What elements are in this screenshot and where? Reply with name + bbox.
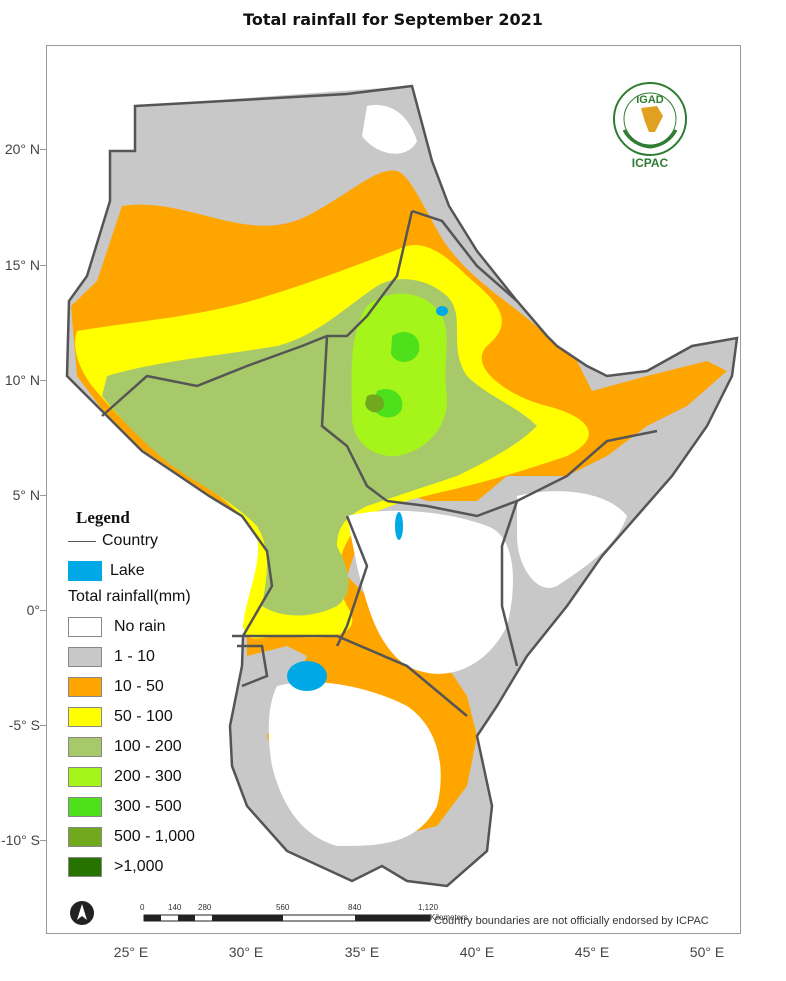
lat-label-20n: 20° N (4, 141, 40, 157)
scale-unit: Kilometers (430, 913, 468, 922)
lon-label-35e: 35° E (344, 944, 380, 960)
legend-class-row: 50 - 100 (68, 706, 173, 728)
lat-tick (40, 840, 46, 841)
legend-class-row: 500 - 1,000 (68, 826, 195, 848)
logo-icpac-text: ICPAC (631, 156, 669, 170)
legend-country-label: Country (102, 532, 159, 549)
legend-class-row: 300 - 500 (68, 796, 182, 818)
legend-class-label: 50 - 100 (114, 708, 173, 725)
no-rain-east (347, 510, 513, 674)
south-sudan-east (320, 335, 388, 502)
lake-tana (436, 306, 448, 316)
legend-country: Country (68, 530, 158, 552)
lat-label-0: 0° (26, 602, 40, 618)
lat-label-15n: 15° N (4, 257, 40, 273)
lat-tick (40, 265, 46, 266)
map-frame (46, 45, 741, 934)
lat-label-10n: 10° N (4, 372, 40, 388)
legend-class-row: No rain (68, 616, 166, 638)
scale-tick-1120: 1,120 (418, 903, 439, 912)
lon-label-50e: 50° E (689, 944, 725, 960)
lon-label-40e: 40° E (459, 944, 495, 960)
legend-class-label: 100 - 200 (114, 738, 182, 755)
scale-tick-560: 560 (276, 903, 290, 912)
band-200-300 (351, 293, 448, 457)
lon-label-30e: 30° E (228, 944, 264, 960)
no-rain-south (268, 682, 441, 846)
legend-swatch (68, 677, 102, 697)
kenya-somalia (500, 500, 519, 667)
logo-igad-text: IGAD (636, 94, 664, 106)
lat-tick (40, 149, 46, 150)
legend-class-label: 300 - 500 (114, 798, 182, 815)
scale-tick-140: 140 (168, 903, 182, 912)
rwanda-burundi (237, 644, 269, 688)
no-rain-somalia (517, 491, 627, 588)
north-arrow-icon (70, 901, 94, 925)
lat-label-5n: 5° N (12, 487, 40, 503)
no-rain-north (362, 105, 417, 154)
scale-bar-graphic (143, 914, 431, 922)
legend-class-label: No rain (114, 618, 166, 635)
legend-swatch (68, 827, 102, 847)
country-line-icon (68, 540, 96, 542)
legend-swatch (68, 737, 102, 757)
legend-class-row: 10 - 50 (68, 676, 164, 698)
scale-bar: 0 140 280 560 840 1,120 Kilometers (140, 903, 468, 935)
legend-lake-label: Lake (110, 562, 145, 579)
legend-swatch (68, 857, 102, 877)
tanzania-north (232, 634, 468, 717)
scale-tick-840: 840 (348, 903, 362, 912)
sudan-south-border (101, 210, 414, 417)
legend-class-label: 200 - 300 (114, 768, 182, 785)
legend-class-label: 10 - 50 (114, 678, 164, 695)
map-title: Total rainfall for September 2021 (243, 10, 543, 29)
lat-tick (40, 725, 46, 726)
legend-title: Legend (76, 508, 130, 527)
igad-emblem-icon (613, 82, 687, 156)
lat-tick (40, 380, 46, 381)
lake-victoria (287, 661, 327, 691)
lat-tick (40, 610, 46, 611)
legend-class-label: 500 - 1,000 (114, 828, 195, 845)
scale-tick-280: 280 (198, 903, 212, 912)
legend-lake: Lake (68, 560, 145, 582)
boundary-credit: Country boundaries are not officially en… (434, 915, 709, 927)
lake-turkana (395, 512, 403, 540)
legend-swatch (68, 617, 102, 637)
legend-class-label: 1 - 10 (114, 648, 155, 665)
legend-swatch (68, 707, 102, 727)
legend-class-label: >1,000 (114, 858, 164, 875)
rainfall-map (65, 84, 739, 888)
ethiopia-border (411, 209, 518, 302)
scale-tick-0: 0 (140, 903, 145, 912)
lon-label-25e: 25° E (113, 944, 149, 960)
legend-class-row: >1,000 (68, 856, 163, 878)
region-boundary (65, 84, 739, 888)
lat-tick (40, 495, 46, 496)
legend-swatch (68, 647, 102, 667)
legend-rainfall-title: Total rainfall(mm) (68, 588, 191, 605)
legend-class-row: 100 - 200 (68, 736, 182, 758)
band-300-500 (391, 331, 420, 362)
legend-swatch (68, 767, 102, 787)
lat-label-10s: -10° S (0, 832, 40, 848)
legend-class-row: 200 - 300 (68, 766, 182, 788)
lon-label-45e: 45° E (574, 944, 610, 960)
band-500-1000 (365, 394, 384, 413)
icpac-logo: IGAD ICPAC (611, 80, 689, 176)
lake-swatch (68, 561, 102, 581)
legend-swatch (68, 797, 102, 817)
lat-label-5s: -5° S (8, 717, 40, 733)
country-boundaries (65, 84, 739, 888)
legend-class-row: 1 - 10 (68, 646, 155, 668)
uganda-kenya (335, 515, 369, 647)
